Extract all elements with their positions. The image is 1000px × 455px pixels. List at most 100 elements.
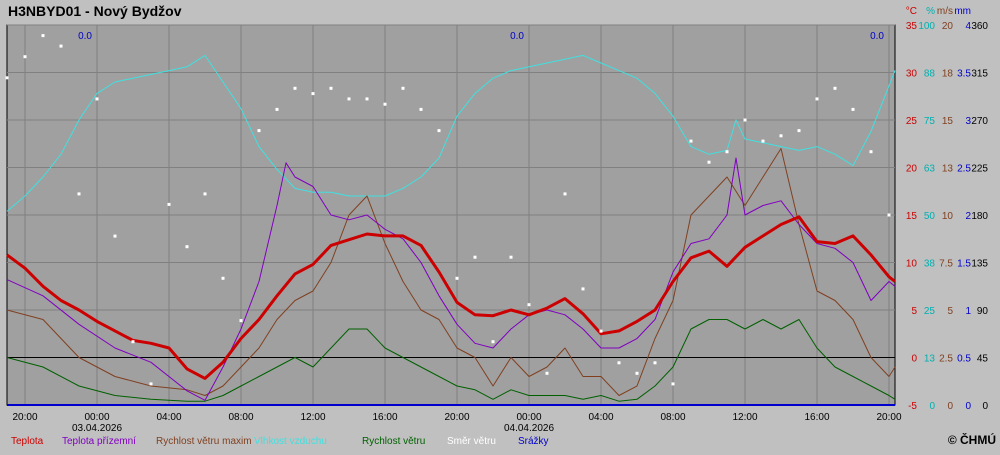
wind-dir-point-49 <box>887 213 891 217</box>
y-axis-3-tick-0: 0 <box>965 401 971 412</box>
y-axis-3-tick-8: 4 <box>965 21 971 32</box>
wind-dir-point-8 <box>149 382 153 386</box>
y-axis-2-tick-5: 13 <box>942 164 954 175</box>
wind-dir-point-26 <box>473 255 477 259</box>
chart-title: H3NBYD01 - Nový Bydžov <box>8 3 182 19</box>
legend-item-4: Rychlost větru <box>362 436 425 447</box>
y-axis-4-tick-3: 135 <box>971 259 988 270</box>
y-axis-0-tick-4: 15 <box>906 211 918 222</box>
y-axis-2-tick-7: 18 <box>942 69 954 80</box>
wind-dir-point-41 <box>743 118 747 122</box>
wind-dir-point-15 <box>275 107 279 111</box>
wind-dir-point-9 <box>167 202 171 206</box>
wind-dir-point-22 <box>401 86 405 90</box>
y-axis-1-tick-7: 88 <box>924 69 936 80</box>
precip-label-1: 0.0 <box>510 31 524 42</box>
wind-dir-point-25 <box>455 276 459 280</box>
wind-dir-point-13 <box>239 319 243 323</box>
y-axis-3-tick-7: 3.5 <box>957 69 971 80</box>
x-tick-label-7: 00:00 <box>516 412 541 423</box>
y-axis-2-tick-4: 10 <box>942 211 954 222</box>
x-tick-label-12: 20:00 <box>876 412 901 423</box>
wind-dir-point-21 <box>383 102 387 106</box>
wind-dir-point-36 <box>653 361 657 365</box>
legend-item-5: Směr větru <box>447 436 496 447</box>
x-date-label-7: 04.04.2026 <box>504 423 554 434</box>
y-axis-4-tick-6: 270 <box>971 116 988 127</box>
series-4-line <box>6 319 896 402</box>
y-axis-0-tick-0: -5 <box>908 401 917 412</box>
wind-dir-point-27 <box>491 340 495 344</box>
x-tick-label-3: 08:00 <box>228 412 253 423</box>
y-axis-0-tick-2: 5 <box>911 306 917 317</box>
y-axis-3-tick-1: 0.5 <box>957 354 971 365</box>
wind-dir-point-40 <box>725 150 729 154</box>
y-axis-4-tick-1: 45 <box>977 354 989 365</box>
wind-dir-point-12 <box>221 276 225 280</box>
precip-label-0: 0.0 <box>78 31 92 42</box>
wind-dir-point-14 <box>257 129 261 133</box>
y-axis-1-unit: % <box>926 6 935 17</box>
y-axis-1-tick-8: 100 <box>918 21 935 32</box>
x-tick-label-5: 16:00 <box>372 412 397 423</box>
y-axis-1-tick-5: 63 <box>924 164 936 175</box>
legend: Teplota Teplota přízemní Rychlost větru ma… <box>11 436 549 447</box>
wind-dir-point-38 <box>689 139 693 143</box>
y-axis-2-tick-2: 5 <box>947 306 953 317</box>
x-tick-label-6: 20:00 <box>444 412 469 423</box>
wind-dir-point-37 <box>671 382 675 386</box>
y-axis-3-unit: mm <box>954 6 971 17</box>
series-0-line <box>6 215 896 380</box>
y-axis-2-tick-0: 0 <box>947 401 953 412</box>
wind-dir-point-44 <box>797 129 801 133</box>
y-axis-1-tick-2: 25 <box>924 306 936 317</box>
x-tick-label-0: 20:00 <box>12 412 37 423</box>
wind-dir-point-6 <box>113 234 117 238</box>
wind-dir-point-48 <box>869 150 873 154</box>
series-layer <box>6 54 896 406</box>
y-axis-2-unit: m/s <box>937 6 953 17</box>
precip-labels: 0.0 0.0 0.0 <box>78 31 884 42</box>
series-1-line <box>6 157 896 401</box>
wind-dir-point-5 <box>95 97 99 101</box>
wind-dir-point-46 <box>833 86 837 90</box>
wind-dir-point-42 <box>761 139 765 143</box>
wind-dir-point-2 <box>41 34 45 38</box>
y-axis-2-tick-8: 20 <box>942 21 954 32</box>
x-tick-label-10: 12:00 <box>732 412 757 423</box>
wind-dir-point-0 <box>5 76 9 80</box>
x-tick-label-11: 16:00 <box>804 412 829 423</box>
legend-item-2: Rychlost větru maxim <box>156 436 252 447</box>
x-tick-label-1: 00:00 <box>84 412 109 423</box>
wind-dir-point-20 <box>365 97 369 101</box>
legend-item-0: Teplota <box>11 436 44 447</box>
wind-dir-point-3 <box>59 44 63 48</box>
y-axis-3-tick-4: 2 <box>965 211 971 222</box>
y-axis-4-tick-8: 360 <box>971 21 988 32</box>
wind-dir-point-4 <box>77 192 81 196</box>
wind-dir-point-1 <box>23 55 27 59</box>
wind-dir-point-39 <box>707 160 711 164</box>
wind-dir-point-17 <box>311 92 315 96</box>
y-axis-4-tick-7: 315 <box>971 69 988 80</box>
y-axis-0-tick-7: 30 <box>906 69 918 80</box>
wind-dir-point-34 <box>617 361 621 365</box>
wind-dir-point-47 <box>851 107 855 111</box>
wind-dir-point-23 <box>419 107 423 111</box>
legend-item-3: Vlhkost vzduchu <box>254 436 327 447</box>
y-axis-0-tick-1: 0 <box>911 354 917 365</box>
wind-dir-point-32 <box>581 287 585 291</box>
y-axis-0-unit: °C <box>906 6 917 17</box>
wind-dir-point-33 <box>599 329 603 333</box>
y-axis-1-tick-4: 50 <box>924 211 936 222</box>
wind-dir-point-10 <box>185 245 189 249</box>
y-axis-3-tick-6: 3 <box>965 116 971 127</box>
y-axes: -505101520253035°C013253850637588100%02.… <box>906 6 989 412</box>
series-2-line <box>6 148 896 396</box>
wind-dir-point-30 <box>545 371 549 375</box>
y-axis-2-tick-3: 7.5 <box>939 259 953 270</box>
y-axis-1-tick-1: 13 <box>924 354 936 365</box>
wind-dir-point-45 <box>815 97 819 101</box>
